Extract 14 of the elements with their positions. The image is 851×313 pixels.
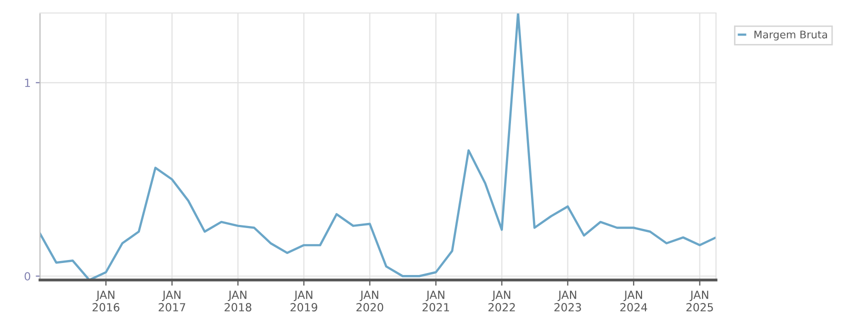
y-tick-label: 0	[24, 272, 30, 281]
line-series	[40, 13, 716, 280]
x-tick-label: JAN 2022	[488, 290, 515, 312]
legend-label: Margem Bruta	[754, 30, 827, 40]
x-tick-label: JAN 2016	[92, 290, 120, 312]
x-tick-label: JAN 2021	[422, 290, 449, 312]
x-tick-label: JAN 2023	[554, 290, 581, 312]
x-tick-label: JAN 2018	[224, 290, 252, 312]
x-tick-label: JAN 2025	[686, 290, 713, 312]
x-tick-label: JAN 2019	[290, 290, 318, 312]
x-tick-label: JAN 2024	[620, 290, 648, 312]
x-tick-label: JAN 2020	[356, 290, 384, 312]
x-tick-label: JAN 2017	[158, 290, 186, 312]
y-tick-label: 1	[25, 78, 30, 87]
